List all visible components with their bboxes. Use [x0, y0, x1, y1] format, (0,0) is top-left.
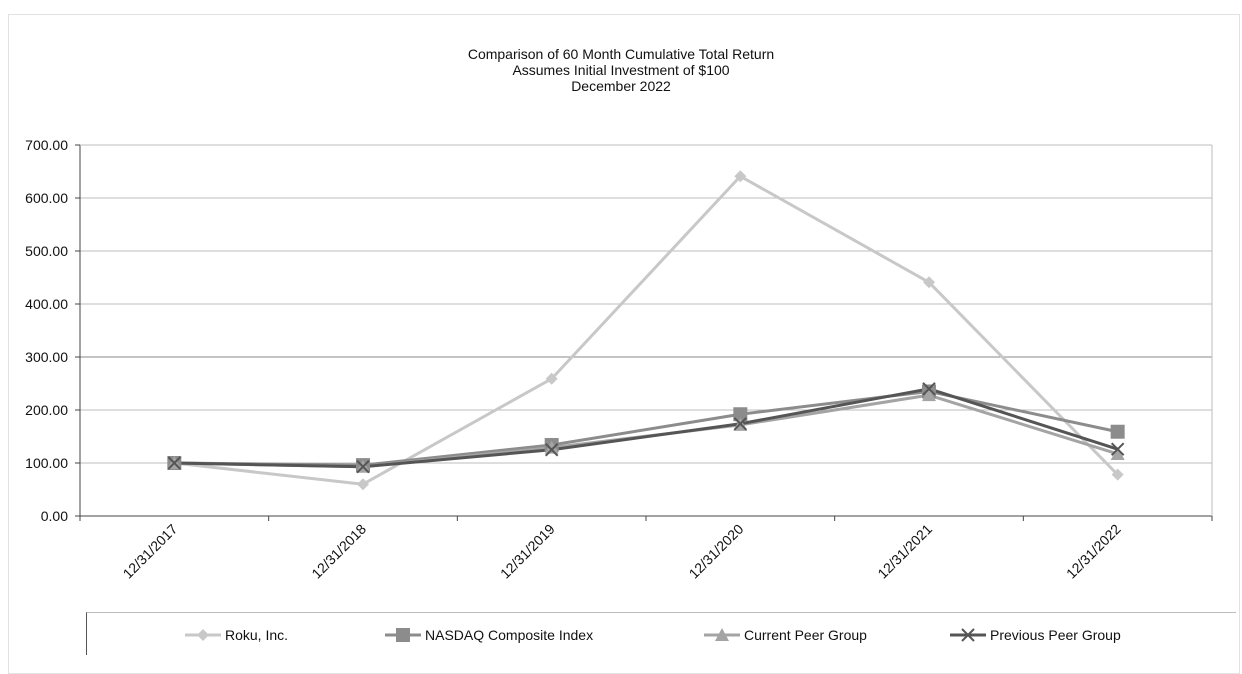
legend-item-current-peer: Current Peer Group: [702, 625, 867, 645]
y-tick-label-0: 0.00: [41, 508, 68, 524]
y-tick-label-4: 400.00: [25, 296, 68, 312]
legend-swatch-roku: [185, 629, 221, 641]
chart-title-line-3: December 2022: [571, 78, 671, 94]
legend-marker-current-peer: [715, 628, 729, 641]
legend-swatch-nasdaq: [385, 628, 421, 642]
legend-swatch-previous-peer: [950, 628, 986, 642]
data-point-previous-peer-1: [356, 460, 370, 474]
axes: [75, 144, 1213, 521]
data-point-nasdaq-5: [1110, 424, 1125, 439]
y-tick-label-7: 700.00: [25, 137, 68, 153]
x-tick-label-5: 12/31/2022: [1063, 521, 1124, 582]
y-tick-label-1: 100.00: [25, 455, 68, 471]
legend-marker-roku: [197, 629, 209, 641]
legend-label-nasdaq: NASDAQ Composite Index: [425, 627, 594, 643]
x-tick-label-4: 12/31/2021: [874, 521, 935, 582]
x-tick-labels: 12/31/2017 12/31/2018 12/31/2019 12/31/2020…: [120, 521, 1124, 582]
legend-marker-previous-peer: [961, 628, 975, 642]
y-tick-label-2: 200.00: [25, 402, 68, 418]
data-point-previous-peer-3: [733, 417, 748, 431]
line-chart: 0.00 100.00 200.00 300.00 400.00 500.00 600.00…: [25, 137, 1213, 582]
series-line-previous-peer: [174, 387, 1119, 469]
data-point-roku-4: [923, 276, 935, 289]
data-point-previous-peer-5: [1110, 442, 1125, 456]
legend-item-nasdaq: NASDAQ Composite Index: [383, 625, 593, 645]
y-tick-label-6: 600.00: [25, 190, 68, 206]
data-point-nasdaq-3: [733, 407, 748, 422]
series-lines: [174, 174, 1119, 486]
chart-title-line-2: Assumes Initial Investment of $100: [512, 62, 730, 78]
x-tick-label-0: 12/31/2017: [120, 521, 181, 582]
legend-label-current-peer: Current Peer Group: [744, 627, 867, 643]
y-tick-labels: 0.00 100.00 200.00 300.00 400.00 500.00 600.00…: [25, 137, 68, 524]
data-point-roku-5: [1111, 468, 1124, 481]
legend-swatch-current-peer: [704, 628, 740, 641]
legend-item-roku: Roku, Inc.: [183, 625, 288, 645]
y-tick-label-5: 500.00: [25, 243, 68, 259]
x-tick-label-3: 12/31/2020: [686, 521, 747, 582]
x-tick-label-1: 12/31/2018: [308, 521, 369, 582]
x-tick-label-2: 12/31/2019: [497, 521, 558, 582]
chart-title: Comparison of 60 Month Cumulative Total …: [0, 46, 1242, 94]
chart-title-line-1: Comparison of 60 Month Cumulative Total …: [467, 46, 775, 62]
data-point-roku-2: [545, 372, 558, 385]
series-line-roku: [174, 174, 1119, 486]
legend-marker-nasdaq: [396, 628, 410, 642]
series-markers: [167, 170, 1125, 491]
legend-label-previous-peer: Previous Peer Group: [990, 627, 1121, 643]
data-point-current-peer-4: [922, 388, 936, 402]
data-point-previous-peer-4: [922, 382, 936, 396]
y-tick-label-3: 300.00: [25, 349, 68, 365]
data-point-previous-peer-2: [544, 443, 559, 457]
data-point-roku-3: [734, 170, 747, 183]
data-point-current-peer-2: [544, 440, 559, 454]
legend-label-roku: Roku, Inc.: [225, 627, 289, 643]
data-point-current-peer-5: [1110, 446, 1125, 460]
data-point-roku-1: [357, 478, 369, 491]
legend: Roku, Inc. NASDAQ Composite Index Curren…: [86, 612, 1236, 655]
legend-item-previous-peer: Previous Peer Group: [948, 625, 1121, 645]
data-point-previous-peer-0: [167, 456, 182, 470]
